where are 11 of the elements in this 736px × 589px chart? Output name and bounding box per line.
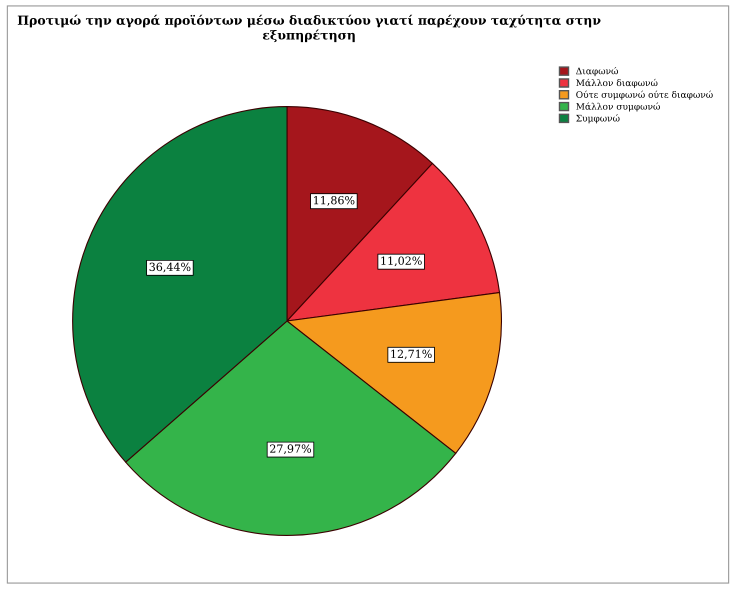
legend-label: Συμφωνώ [576,114,620,124]
data-label: 11,86% [314,196,354,206]
data-label: 11,02% [381,256,422,266]
legend-label: Μάλλον συμφωνώ [576,102,660,112]
legend-label: Διαφωνώ [576,67,618,76]
chart-title: Προτιμώ την αγορά προϊόντων μέσω διαδικτύου γιατί παρέχουν ταχύτητα στην εξυπηρέτηση [18,14,601,42]
data-label: 27,97% [270,444,312,454]
legend-label: Μάλλον διαφωνώ [576,78,658,88]
legend-label: Ούτε συμφωνώ ούτε διαφωνώ [576,90,713,100]
data-label: 12,71% [391,350,432,360]
data-label: 36,44% [150,262,190,272]
